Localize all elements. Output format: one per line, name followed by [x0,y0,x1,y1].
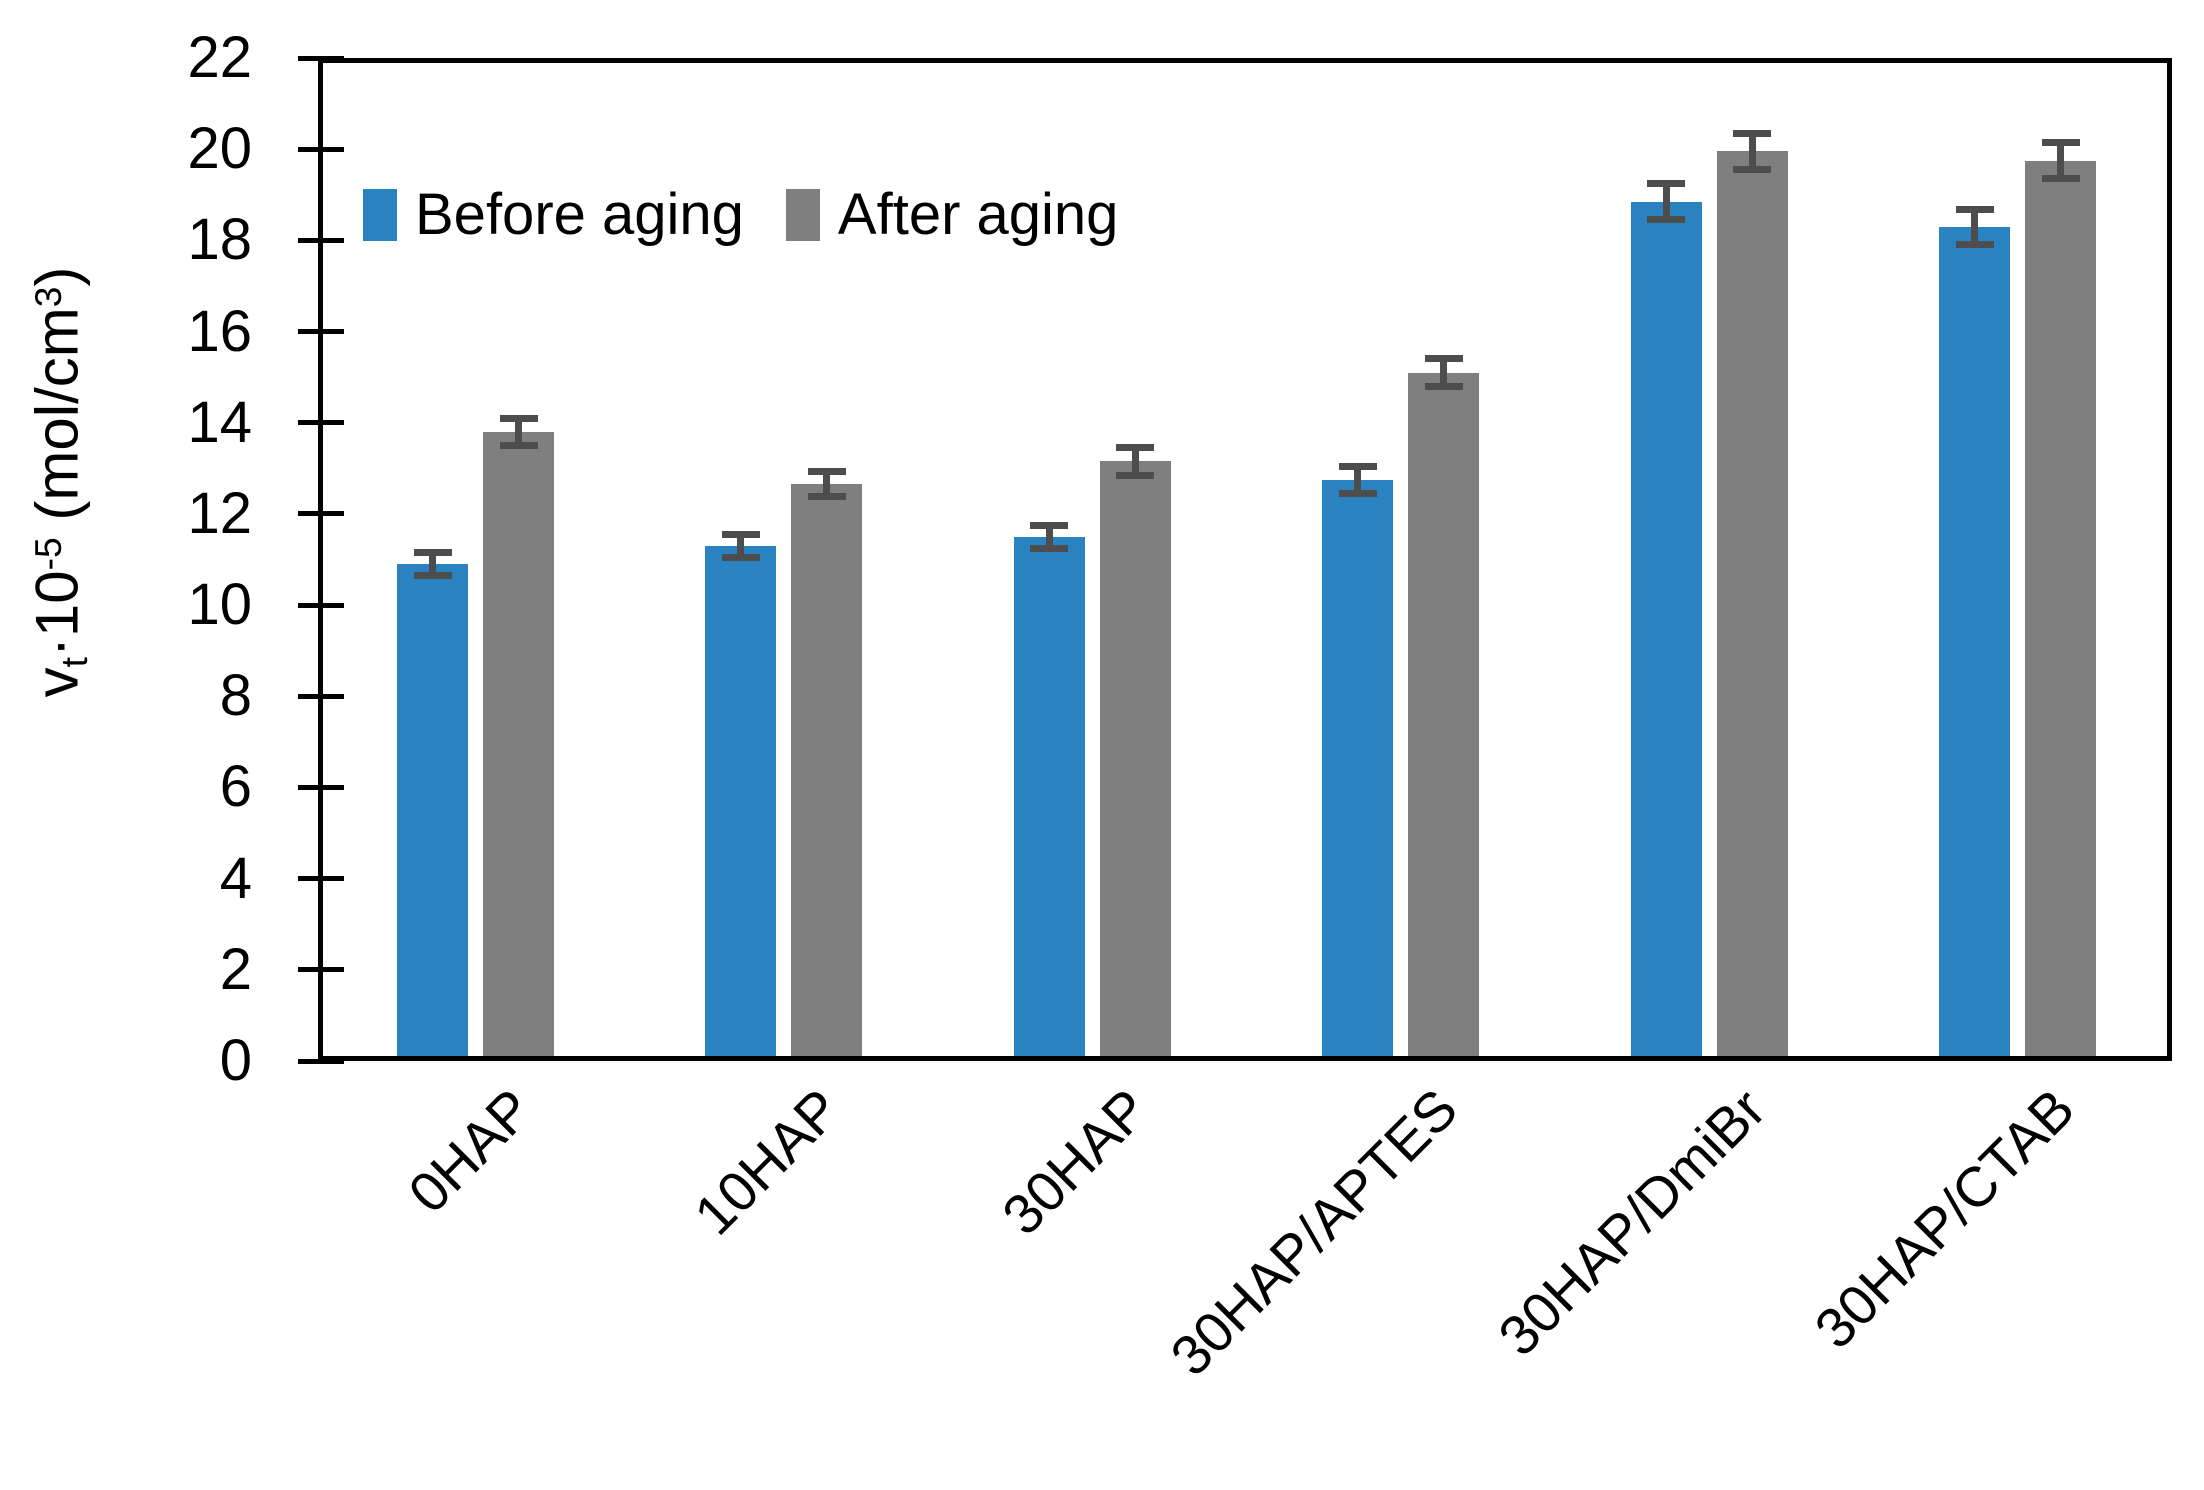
error-bar-line [1662,183,1670,220]
error-bar-line [515,418,522,446]
error-bar-line [2057,142,2064,179]
y-axis-tick [297,55,344,61]
bar-after-aging [1099,461,1171,1056]
x-axis-category-label: 30HAP [990,1076,1161,1247]
y-axis-title-part: ) [23,266,91,287]
legend-swatch-before-aging [363,189,397,241]
error-bar-cap-top [807,468,846,476]
x-axis-category-label: 0HAP [395,1076,544,1225]
error-bar-cap-bottom [807,493,846,501]
bar-before-aging [1939,226,2010,1056]
error-bar-cap-bottom [499,442,538,450]
y-axis-tick [297,693,344,699]
error-bar-line [1045,525,1053,549]
y-axis-tick [297,784,344,790]
bar-after-aging [2025,160,2096,1056]
error-bar-cap-top [413,549,452,557]
error-bar-cap-top [1733,129,1772,137]
bar-after-aging [1408,372,1480,1056]
error-bar-line [1354,466,1362,494]
bar-before-aging [705,545,777,1056]
y-axis-tick-label: 12 [187,480,252,546]
error-bar-cap-bottom [1647,216,1686,224]
y-axis-tick [297,420,344,426]
y-axis-tick [297,146,344,152]
y-axis-tick-label: 14 [187,389,252,455]
y-axis-title-part: t [53,657,96,668]
x-axis-category-label: 30HAP/DmiBr [1486,1076,1778,1368]
y-axis-tick [297,876,344,882]
y-axis-tick [297,1058,344,1064]
error-bar-cap-bottom [1116,471,1155,479]
y-axis-tick-label: 6 [219,754,252,820]
y-axis-tick [297,511,344,517]
bar-after-aging [1716,151,1788,1056]
plot-area [318,58,2172,1061]
error-bar-cap-bottom [1338,489,1377,497]
bar-before-aging [397,564,468,1056]
error-bar-cap-top [1030,521,1069,529]
y-axis-tick-label: 22 [187,25,252,90]
bar-before-aging [1630,201,1702,1056]
error-bar-cap-bottom [413,571,452,579]
bar-after-aging [483,431,554,1056]
x-axis-category-label: 30HAP/CTAB [1801,1076,2086,1361]
error-bar-cap-top [1116,444,1155,452]
error-bar-line [1131,447,1139,476]
error-bar-line [1971,209,1978,244]
error-bar-line [429,552,436,576]
y-axis-tick [297,967,344,973]
y-axis-tick-label: 16 [187,298,252,364]
error-bar-cap-bottom [1955,240,1994,248]
error-bar-cap-top [499,414,538,422]
error-bar-cap-top [1955,205,1994,213]
error-bar-line [1440,358,1448,387]
error-bar-line [737,534,745,558]
legend-label-before-aging: Before aging [415,182,744,247]
error-bar-cap-bottom [1733,166,1772,174]
y-axis-tick-label: 0 [219,1028,252,1093]
error-bar-cap-bottom [1030,544,1069,552]
y-axis-tick [297,602,344,608]
legend: Before aging After aging [363,184,1118,246]
y-axis-tick-label: 8 [219,663,252,729]
error-bar-cap-top [1424,355,1463,363]
y-axis-tick-label: 10 [187,572,252,638]
error-bar-cap-bottom [2041,175,2080,183]
error-bar-cap-top [1338,462,1377,470]
bar-before-aging [1013,536,1085,1056]
y-axis-tick [297,329,344,335]
bar-after-aging [791,484,863,1056]
y-axis-tick-label: 4 [219,845,252,911]
x-axis-category-label: 30HAP/APTES [1157,1076,1469,1388]
error-bar-cap-top [2041,138,2080,146]
legend-swatch-after-aging [785,189,820,241]
error-bar-cap-bottom [1424,382,1463,390]
error-bar-cap-top [1647,179,1686,187]
y-axis-tick-label: 2 [219,936,252,1002]
y-axis-tick-label: 20 [187,116,252,182]
error-bar-line [1748,133,1756,170]
bar-before-aging [1322,479,1394,1056]
legend-label-after-aging: After aging [837,182,1119,247]
x-axis-category-label: 10HAP [682,1076,853,1247]
y-axis-tick [297,237,344,243]
y-axis-tick-label: 18 [187,207,252,273]
error-bar-line [823,471,831,497]
error-bar-cap-top [721,530,760,538]
error-bar-cap-bottom [721,553,760,561]
